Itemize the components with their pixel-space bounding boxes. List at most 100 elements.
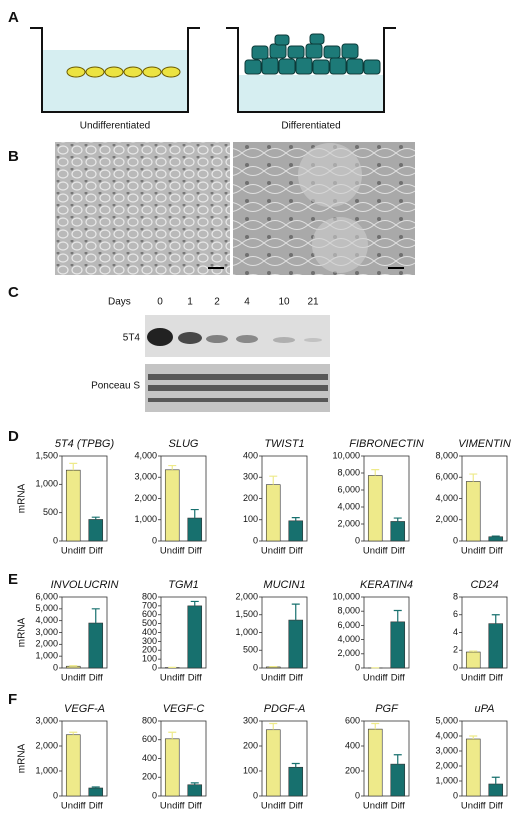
y-tick-label: 1,000 (35, 765, 58, 775)
y-tick-label: 0 (253, 662, 258, 672)
y-tick-label: 0 (152, 535, 157, 545)
y-tick-label: 200 (345, 765, 360, 775)
y-tick-label: 6 (453, 609, 458, 619)
x-tick-label: Diff (188, 801, 202, 812)
y-tick-label: 0 (253, 535, 258, 545)
y-tick-label: 1,500 (35, 450, 58, 460)
error-bar (291, 517, 300, 521)
plot-frame (363, 720, 410, 797)
error-bar (491, 614, 500, 624)
y-tick-label: 8,000 (337, 606, 360, 616)
plot-frame (261, 720, 308, 797)
x-tick-label: Diff (289, 673, 303, 684)
y-tick-label: 4,000 (435, 493, 458, 503)
western-blot (145, 315, 330, 412)
y-tick-label: 3,000 (134, 472, 157, 482)
error-bar (469, 473, 478, 482)
day-label: 1 (187, 297, 193, 308)
panel-label: D (8, 428, 19, 445)
error-bar (393, 517, 402, 522)
panel-label: C (8, 284, 19, 301)
y-tick-label: 100 (142, 654, 157, 664)
bar (488, 623, 504, 669)
x-tick-label: Diff (489, 801, 503, 812)
y-tick-label: 2,000 (435, 514, 458, 524)
y-tick-label: 400 (243, 450, 258, 460)
y-tick-label: 5,000 (35, 603, 58, 613)
error-bar (491, 776, 500, 784)
y-tick-label: 600 (345, 715, 360, 725)
bar (187, 605, 203, 669)
bar (265, 484, 281, 542)
y-tick-label: 500 (43, 507, 58, 517)
y-tick-label: 1,000 (134, 514, 157, 524)
error-bar (168, 464, 177, 470)
chart-title: TWIST1 (264, 438, 304, 450)
x-tick-label: Diff (489, 673, 503, 684)
bar-chart: KERATIN4 0 2,000 4,000 6,000 8,000 10,000 Undif… (332, 579, 413, 684)
y-tick-label: 0 (453, 535, 458, 545)
plot-frame (61, 455, 108, 542)
y-tick-label: 6,000 (435, 472, 458, 482)
x-tick-label: Undiff (61, 673, 86, 684)
y-tick-label: 200 (243, 740, 258, 750)
x-tick-label: Diff (391, 801, 405, 812)
bar-chart: FIBRONECTIN 0 2,000 4,000 6,000 8,000 10,000 Un… (332, 438, 423, 557)
x-tick-label: Undiff (160, 546, 185, 557)
y-tick-label: 2,000 (235, 591, 258, 601)
day-label: 10 (278, 297, 290, 308)
x-tick-label: Diff (289, 546, 303, 557)
day-label: 0 (157, 297, 163, 308)
bar (390, 521, 406, 542)
chart-title: VEGF-C (163, 703, 205, 715)
chart-title: MUCIN1 (263, 579, 305, 591)
y-tick-label: 2,000 (337, 518, 360, 528)
x-tick-label: Undiff (461, 673, 486, 684)
chart-title: VEGF-A (64, 703, 105, 715)
bar-chart: PDGF-A 0 100 200 300 Undiff Diff (243, 703, 308, 812)
chart-title: SLUG (169, 438, 199, 450)
y-tick-label: 300 (243, 715, 258, 725)
y-tick-label: 8 (453, 591, 458, 601)
y-tick-label: 2 (453, 645, 458, 655)
chart-title: uPA (475, 703, 495, 715)
y-tick-label: 0 (152, 662, 157, 672)
x-tick-label: Diff (89, 673, 103, 684)
bar-chart: VEGF-C 0 200 400 600 800 Undiff Diff (142, 703, 207, 812)
days-label: Days (108, 297, 131, 308)
bar-chart: MUCIN1 0 500 1,000 1,500 2,000 Undiff Diff (235, 579, 308, 684)
bar (187, 517, 203, 542)
y-tick-label: 300 (142, 636, 157, 646)
y-tick-label: 500 (243, 645, 258, 655)
y-axis-label: mRNA (17, 617, 28, 647)
error-bar (190, 508, 199, 519)
x-tick-label: Diff (391, 673, 405, 684)
bar-chart: uPA 0 1,000 2,000 3,000 4,000 5,000 Undiff Diff (435, 703, 508, 812)
bar (488, 783, 504, 797)
bar-chart: TWIST1 0 100 200 300 400 Undiff Diff (243, 438, 308, 557)
bar (465, 738, 481, 797)
error-bar (469, 650, 478, 653)
x-tick-label: Undiff (461, 801, 486, 812)
error-bar (393, 754, 402, 765)
bar-chart: VEGF-A mRNA 0 1,000 2,000 3,000 Undiff Diff (17, 703, 108, 812)
y-tick-label: 0 (53, 790, 58, 800)
y-axis-label: mRNA (17, 483, 28, 513)
chart-title: INVOLUCRIN (51, 579, 119, 591)
y-tick-label: 2,000 (35, 639, 58, 649)
y-tick-label: 0 (355, 790, 360, 800)
bar (288, 520, 304, 542)
y-tick-label: 4,000 (337, 634, 360, 644)
y-tick-label: 600 (142, 734, 157, 744)
y-tick-label: 200 (142, 772, 157, 782)
y-tick-label: 600 (142, 609, 157, 619)
bar-chart: CD24 0 2 4 6 8 Undiff Diff (453, 579, 508, 684)
y-tick-label: 800 (142, 591, 157, 601)
error-bar (168, 731, 177, 739)
x-tick-label: Diff (391, 546, 405, 557)
y-tick-label: 4 (453, 627, 458, 637)
y-tick-label: 4,000 (35, 615, 58, 625)
y-tick-label: 1,000 (435, 775, 458, 785)
y-tick-label: 8,000 (337, 467, 360, 477)
